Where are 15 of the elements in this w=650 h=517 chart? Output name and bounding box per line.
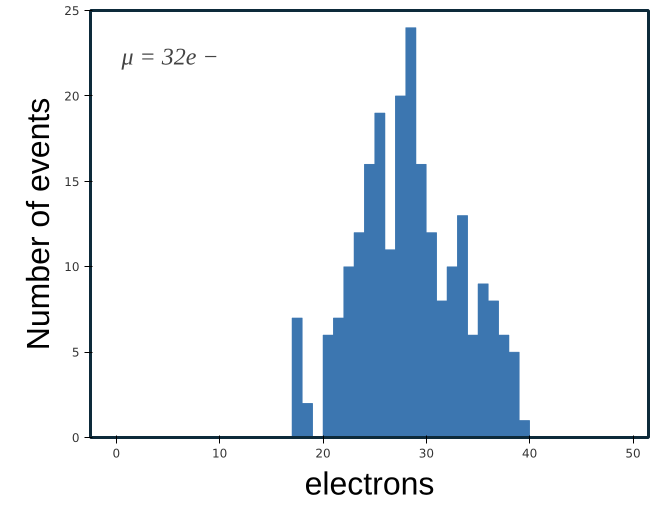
y-axis-title: Number of events	[20, 98, 56, 350]
y-tick-label: 0	[72, 431, 80, 445]
x-tick-label: 40	[522, 446, 538, 460]
x-tick-label: 10	[212, 446, 228, 460]
y-tick-label: 15	[64, 174, 80, 189]
y-tick-label: 10	[64, 260, 80, 274]
y-tick-label: 25	[64, 4, 80, 18]
x-axis-title: electrons	[304, 466, 434, 502]
y-tick-label: 20	[64, 89, 80, 104]
x-tick-label: 20	[315, 446, 331, 460]
annotation: μ = 32e −	[120, 44, 219, 70]
x-tick-label: 30	[418, 446, 434, 460]
y-tick-label: 5	[72, 346, 80, 360]
x-tick-label: 0	[112, 446, 120, 460]
x-tick-label: 50	[625, 446, 641, 460]
